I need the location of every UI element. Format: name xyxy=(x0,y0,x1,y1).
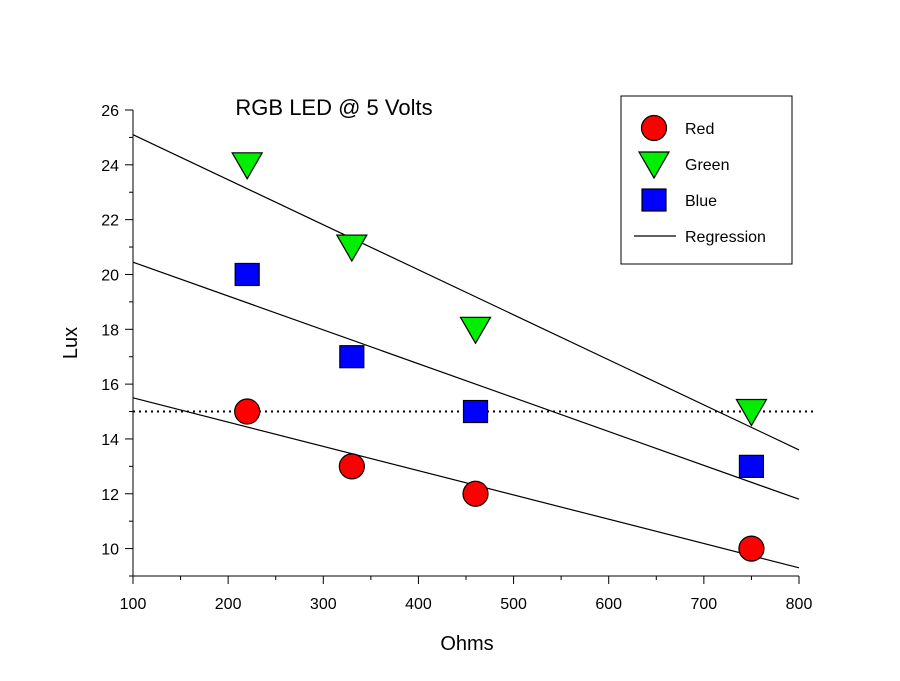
data-point-blue xyxy=(738,454,765,478)
data-point-green xyxy=(231,152,264,181)
x-tick-label: 800 xyxy=(786,596,813,613)
axes: 10 12 14 16 18 20 22 24 26 100 200 300 400 500 600 700 8… xyxy=(101,103,812,613)
y-tick-label: 22 xyxy=(101,213,119,230)
x-tick-label: 300 xyxy=(310,596,337,613)
legend-label-regression: Regression xyxy=(685,229,766,246)
regression-line-red xyxy=(132,397,800,569)
legend-items: Red Green Blue Regression xyxy=(634,114,766,246)
legend-label-green: Green xyxy=(685,157,729,174)
data-point-green xyxy=(735,398,768,427)
legend-marker-blue xyxy=(641,188,667,212)
y-tick-label: 14 xyxy=(101,432,119,449)
y-axis-label: Lux xyxy=(60,327,82,359)
x-axis-label: Ohms xyxy=(440,633,493,655)
x-tick-label: 400 xyxy=(405,596,432,613)
data-point-red xyxy=(738,535,765,562)
y-tick-label: 24 xyxy=(101,158,119,175)
data-point-red xyxy=(234,398,261,425)
data-points xyxy=(231,152,768,562)
legend-label-red: Red xyxy=(685,121,714,138)
data-point-blue xyxy=(462,399,489,424)
legend-label-blue: Blue xyxy=(685,193,717,210)
data-point-red xyxy=(462,480,489,507)
y-tick-label: 18 xyxy=(101,322,119,339)
y-tick-label: 10 xyxy=(101,542,119,559)
x-tick-label: 500 xyxy=(500,596,527,613)
y-tick-label: 16 xyxy=(101,377,119,394)
x-tick-label: 200 xyxy=(215,596,242,613)
data-point-green xyxy=(459,316,492,345)
data-point-blue xyxy=(234,262,260,287)
regression-line-blue xyxy=(132,261,800,500)
data-point-green xyxy=(335,234,368,263)
x-tick-label: 100 xyxy=(120,596,147,613)
x-tick-label: 600 xyxy=(595,596,622,613)
legend: Red Green Blue Regression xyxy=(620,95,793,265)
legend-marker-red xyxy=(640,114,668,142)
y-tick-label: 12 xyxy=(101,487,119,504)
data-point-blue xyxy=(339,345,365,369)
chart-title: RGB LED @ 5 Volts xyxy=(235,95,432,120)
legend-marker-green xyxy=(637,151,671,180)
data-point-red xyxy=(338,453,365,480)
y-tick-label: 20 xyxy=(101,267,119,284)
y-tick-label: 26 xyxy=(101,103,119,120)
regression-lines xyxy=(132,134,800,569)
x-tick-label: 700 xyxy=(691,596,718,613)
regression-line-green xyxy=(132,134,800,451)
